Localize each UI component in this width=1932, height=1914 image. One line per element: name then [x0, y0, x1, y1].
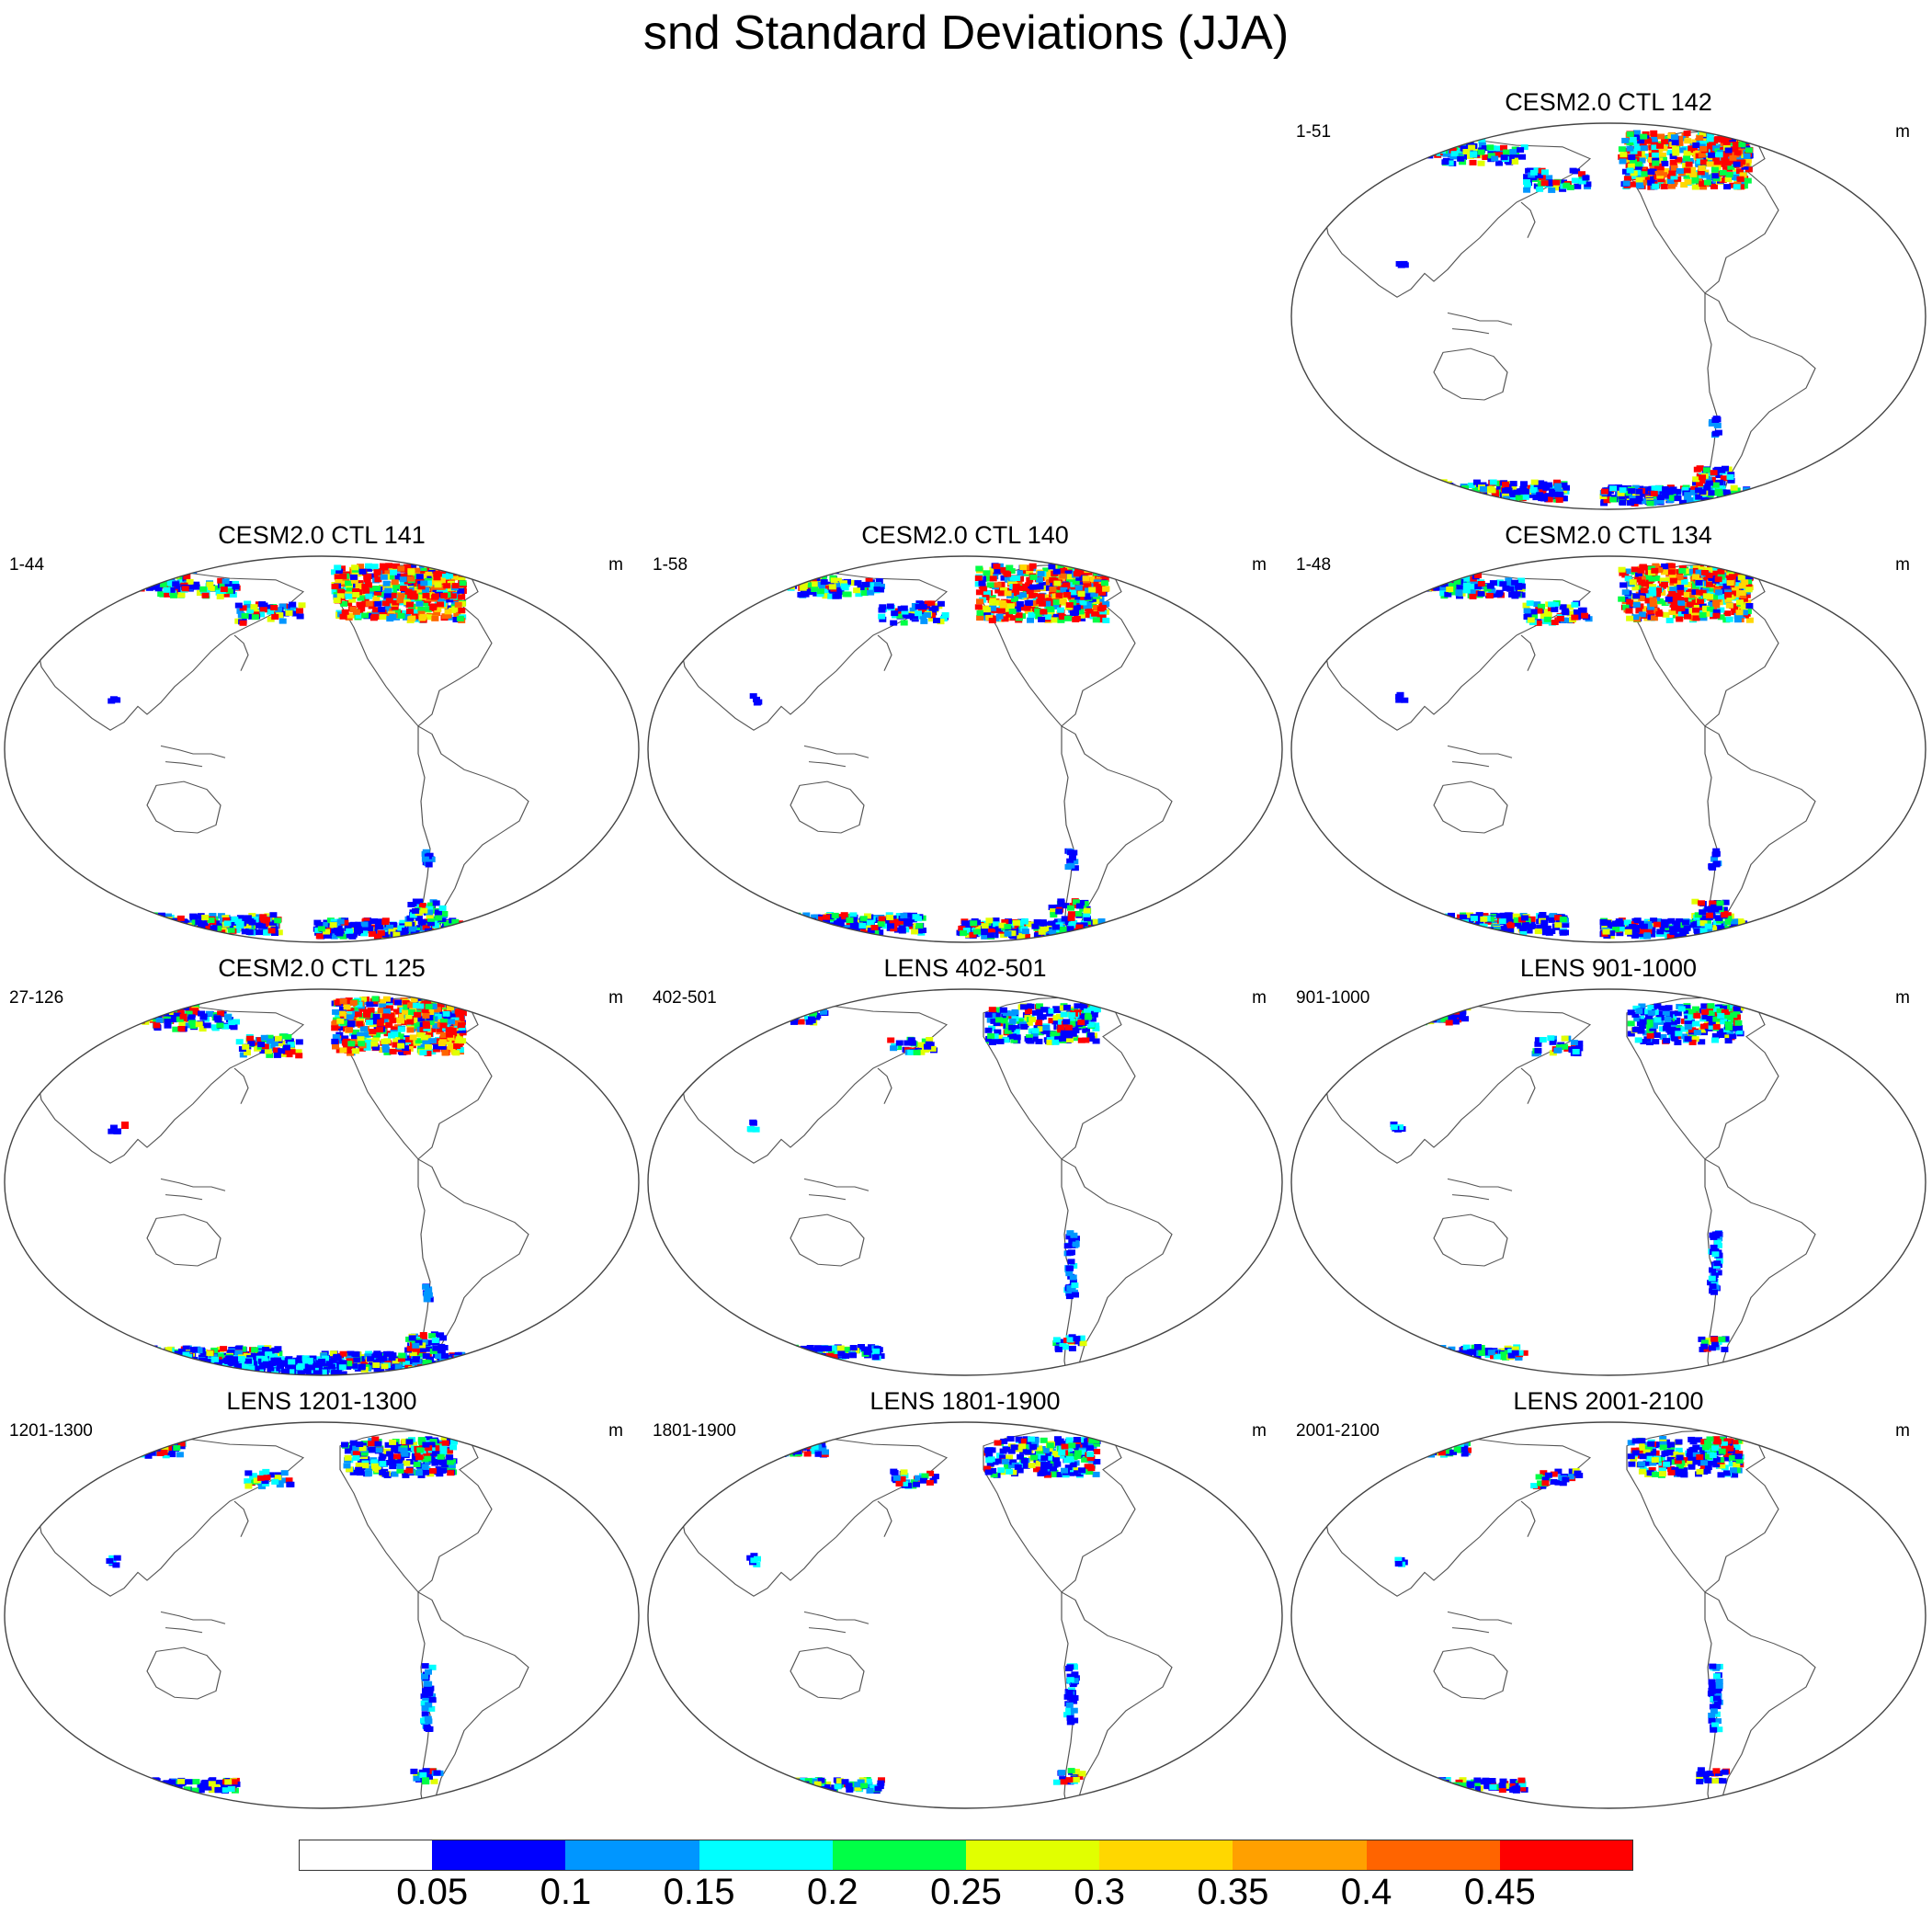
- colorbar-tick-label: 0.35: [1197, 1872, 1269, 1912]
- colorbar-swatch: [1366, 1840, 1500, 1871]
- panel-units-label: m: [1895, 1421, 1910, 1441]
- panel-years-label: 1-44: [9, 555, 45, 575]
- world-map: [1290, 122, 1926, 510]
- colorbar-swatch: [432, 1840, 566, 1871]
- panel-years-label: 2001-2100: [1296, 1421, 1380, 1441]
- panel-title: LENS 2001-2100: [1513, 1387, 1704, 1415]
- map-panel: CESM2.0 CTL 134 1-48 m: [1287, 520, 1930, 943]
- panel-units-label: m: [1895, 988, 1910, 1008]
- world-map: [1290, 555, 1926, 943]
- map-panel: CESM2.0 CTL 125 27-126 m: [0, 953, 643, 1376]
- map-panel: LENS 1201-1300 1201-1300 m: [0, 1386, 643, 1809]
- map-panel: CESM2.0 CTL 142 1-51 m: [1287, 87, 1930, 510]
- colorbar-swatch: [699, 1840, 833, 1871]
- panel-title: CESM2.0 CTL 142: [1505, 88, 1712, 116]
- panel-title: LENS 901-1000: [1519, 954, 1698, 982]
- colorbar-swatch: [1499, 1840, 1634, 1871]
- panel-units-label: m: [1252, 555, 1267, 575]
- colorbar-swatch: [966, 1840, 1100, 1871]
- panel-units-label: m: [1252, 1421, 1267, 1441]
- panel-years-label: 1-51: [1296, 122, 1332, 142]
- world-map: [4, 988, 640, 1376]
- panel-title: CESM2.0 CTL 134: [1505, 521, 1712, 549]
- map-panel: LENS 901-1000 901-1000 m: [1287, 953, 1930, 1376]
- panel-title: LENS 1201-1300: [226, 1387, 417, 1415]
- colorbar-swatch: [1233, 1840, 1367, 1871]
- panel-years-label: 402-501: [653, 988, 717, 1008]
- colorbar-tick-label: 0.15: [663, 1872, 735, 1912]
- world-map: [647, 988, 1283, 1376]
- panel-years-label: 27-126: [9, 988, 64, 1008]
- world-map: [647, 555, 1283, 943]
- colorbar-swatch: [832, 1840, 967, 1871]
- panel-units-label: m: [608, 988, 623, 1008]
- panel-units-label: m: [608, 1421, 623, 1441]
- figure-title: snd Standard Deviations (JJA): [642, 6, 1290, 60]
- colorbar: [299, 1840, 1634, 1873]
- panel-units-label: m: [1252, 988, 1267, 1008]
- panel-years-label: 1201-1300: [9, 1421, 93, 1441]
- panel-title: CESM2.0 CTL 141: [218, 521, 426, 549]
- world-map: [4, 555, 640, 943]
- map-panel: LENS 1801-1900 1801-1900 m: [643, 1386, 1287, 1809]
- snow-variance-cells: [83, 563, 467, 940]
- snow-variance-cells: [741, 1003, 1101, 1361]
- colorbar-tick-label: 0.2: [806, 1872, 858, 1912]
- map-panel: LENS 402-501 402-501 m: [643, 953, 1287, 1376]
- colorbar-tick-label: 0.3: [1074, 1872, 1125, 1912]
- colorbar-swatch: [299, 1840, 433, 1871]
- colorbar-tick-label: 0.45: [1463, 1872, 1536, 1912]
- world-map: [1290, 1421, 1926, 1809]
- panel-title: CESM2.0 CTL 125: [218, 954, 426, 982]
- panel-years-label: 1-58: [653, 555, 688, 575]
- world-map: [1290, 988, 1926, 1376]
- panel-title: CESM2.0 CTL 140: [861, 521, 1069, 549]
- world-map: [647, 1421, 1283, 1809]
- panel-title: LENS 402-501: [883, 954, 1047, 982]
- map-panel: CESM2.0 CTL 141 1-44 m: [0, 520, 643, 943]
- colorbar-tick-label: 0.4: [1340, 1872, 1392, 1912]
- colorbar-tick-label: 0.05: [396, 1872, 469, 1912]
- world-map: [4, 1421, 640, 1809]
- panel-years-label: 1801-1900: [653, 1421, 736, 1441]
- panel-units-label: m: [608, 555, 623, 575]
- panel-units-label: m: [1895, 122, 1910, 142]
- map-panel: CESM2.0 CTL 140 1-58 m: [643, 520, 1287, 943]
- panel-units-label: m: [1895, 555, 1910, 575]
- panel-title: LENS 1801-1900: [869, 1387, 1061, 1415]
- colorbar-tick-label: 0.25: [930, 1872, 1002, 1912]
- panel-years-label: 901-1000: [1296, 988, 1370, 1008]
- panel-years-label: 1-48: [1296, 555, 1332, 575]
- colorbar-swatch: [565, 1840, 699, 1871]
- colorbar-swatch: [1099, 1840, 1233, 1871]
- colorbar-tick-label: 0.1: [540, 1872, 592, 1912]
- map-panel: LENS 2001-2100 2001-2100 m: [1287, 1386, 1930, 1809]
